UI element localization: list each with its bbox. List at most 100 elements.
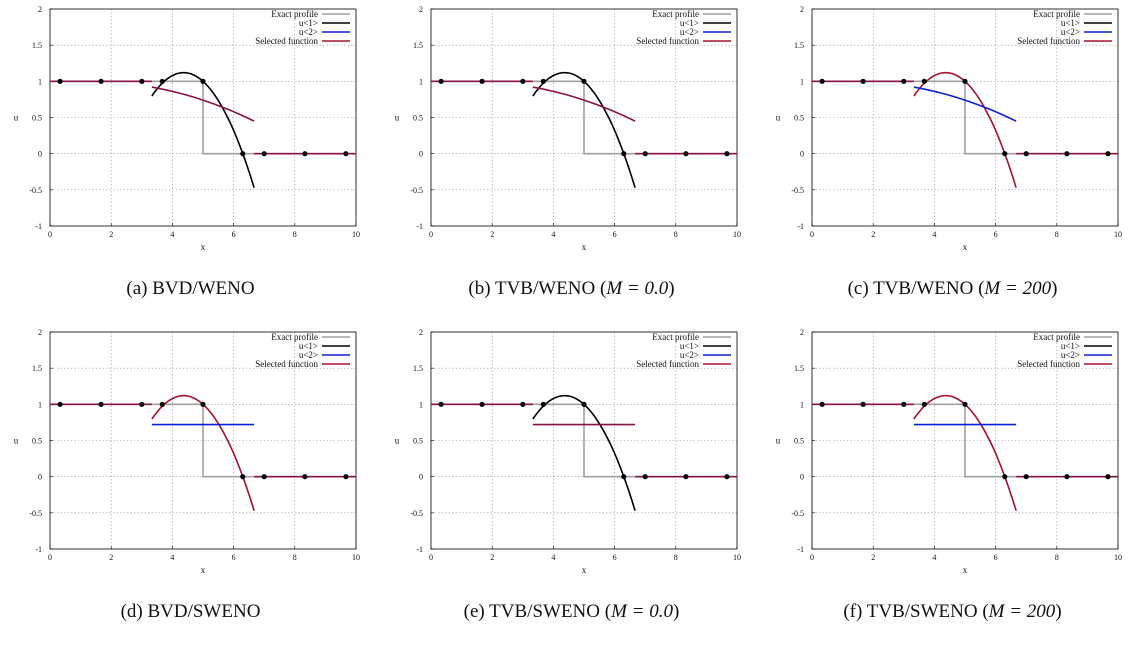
y-tick-label: 1 (38, 400, 42, 409)
y-axis-label: u (776, 113, 781, 123)
x-tick-label: 6 (613, 230, 617, 239)
data-point-marker (343, 474, 349, 480)
legend-label: Selected function (255, 36, 318, 46)
caption-close: ) (668, 278, 675, 299)
y-tick-label: -0.5 (791, 509, 804, 518)
caption-prefix: (c) (847, 278, 874, 299)
y-tick-label: 0.5 (32, 114, 42, 123)
data-point-marker (860, 78, 866, 84)
x-tick-label: 4 (170, 230, 174, 239)
x-tick-label: 8 (674, 553, 678, 562)
chart-panel: 0 2 4 6 8 10 -1 -0.5 0 0.5 1 1.5 2 x u Exact profile u<1… (0, 323, 381, 646)
caption-text: TVB/SWENO ( (489, 601, 612, 622)
y-tick-label: -0.5 (29, 186, 42, 195)
panel-caption: (e) TVB/SWENO (M = 0.0) (381, 601, 762, 623)
x-tick-label: 2 (871, 230, 875, 239)
caption-prefix: (a) (126, 278, 153, 299)
y-tick-label: 1.5 (413, 364, 423, 373)
data-point-marker (683, 474, 689, 480)
x-tick-label: 2 (109, 553, 113, 562)
y-tick-label: -1 (416, 222, 423, 231)
data-point-marker (581, 401, 587, 407)
legend-label: u<1> (299, 18, 318, 28)
data-point-marker (1023, 151, 1029, 157)
y-tick-label: 0.5 (794, 114, 804, 123)
x-tick-label: 0 (48, 230, 52, 239)
legend-label: u<2> (299, 350, 318, 360)
caption-prefix: (b) (468, 278, 495, 299)
x-tick-label: 4 (170, 553, 174, 562)
data-point-marker (901, 401, 907, 407)
caption-prefix: (f) (843, 601, 867, 622)
y-tick-label: 0.5 (413, 114, 423, 123)
data-point-marker (1002, 151, 1008, 157)
y-tick-label: -0.5 (791, 186, 804, 195)
chart-panel: 0 2 4 6 8 10 -1 -0.5 0 0.5 1 1.5 2 x u Exact profile u<1… (0, 0, 381, 323)
y-tick-label: 0.5 (413, 437, 423, 446)
x-tick-label: 4 (551, 230, 555, 239)
x-tick-label: 4 (932, 553, 936, 562)
data-point-marker (581, 78, 587, 84)
data-point-marker (1064, 151, 1070, 157)
caption-math: M = 200 (988, 601, 1056, 622)
data-point-marker (962, 78, 968, 84)
data-point-marker (520, 401, 526, 407)
y-tick-label: 2 (800, 5, 804, 14)
y-tick-label: 1 (800, 400, 804, 409)
data-point-marker (819, 401, 825, 407)
y-tick-label: 0 (800, 150, 804, 159)
data-point-marker (479, 401, 485, 407)
chart-panel: 0 2 4 6 8 10 -1 -0.5 0 0.5 1 1.5 2 x u Exact profile u<1… (381, 0, 762, 323)
data-point-marker (240, 151, 246, 157)
y-axis-label: u (395, 113, 400, 123)
y-tick-label: 0 (419, 150, 423, 159)
x-tick-label: 2 (490, 553, 494, 562)
caption-prefix: (e) (463, 601, 490, 622)
x-tick-label: 8 (674, 230, 678, 239)
y-axis-label: u (14, 113, 19, 123)
y-tick-label: -0.5 (29, 509, 42, 518)
data-point-marker (1105, 151, 1111, 157)
legend-label: Exact profile (1033, 9, 1080, 19)
y-tick-label: -0.5 (410, 186, 423, 195)
x-tick-label: 6 (232, 553, 236, 562)
x-axis-label: x (963, 565, 968, 575)
legend-label: Selected function (636, 36, 699, 46)
data-point-marker (57, 78, 63, 84)
y-tick-label: 0.5 (32, 437, 42, 446)
x-tick-label: 4 (932, 230, 936, 239)
x-tick-label: 10 (352, 553, 360, 562)
caption-math: M = 200 (984, 278, 1052, 299)
legend-label: u<1> (680, 341, 699, 351)
panel-caption: (a) BVD/WENO (0, 278, 381, 300)
data-point-marker (302, 474, 308, 480)
x-tick-label: 0 (810, 230, 814, 239)
y-tick-label: 2 (419, 328, 423, 337)
data-point-marker (159, 401, 165, 407)
chart-plot: 0 2 4 6 8 10 -1 -0.5 0 0.5 1 1.5 2 x u Exact profileu<1… (14, 328, 360, 575)
data-point-marker (1023, 474, 1029, 480)
data-point-marker (901, 78, 907, 84)
data-point-marker (520, 78, 526, 84)
x-tick-label: 6 (232, 230, 236, 239)
y-axis-label: u (776, 436, 781, 446)
x-axis-label: x (963, 242, 968, 252)
legend-label: Exact profile (652, 332, 699, 342)
data-point-marker (921, 401, 927, 407)
data-point-marker (200, 401, 206, 407)
data-point-marker (159, 78, 165, 84)
x-tick-label: 2 (871, 553, 875, 562)
data-point-marker (98, 401, 104, 407)
x-tick-label: 10 (352, 230, 360, 239)
x-axis-label: x (582, 565, 587, 575)
y-axis-label: u (395, 436, 400, 446)
data-point-marker (139, 401, 145, 407)
data-point-marker (1105, 474, 1111, 480)
data-point-marker (724, 474, 730, 480)
y-tick-label: 1 (419, 77, 423, 86)
y-tick-label: 0.5 (794, 437, 804, 446)
legend-label: u<1> (299, 341, 318, 351)
data-point-marker (343, 151, 349, 157)
y-tick-label: 1.5 (32, 364, 42, 373)
legend-label: Selected function (1017, 359, 1080, 369)
